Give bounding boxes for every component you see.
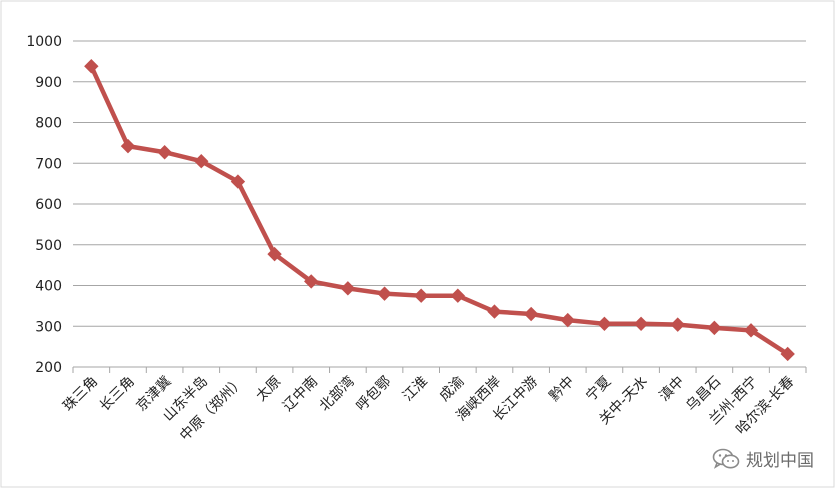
- y-tick-label: 300: [35, 319, 62, 335]
- gridlines: [73, 40, 806, 368]
- data-point: [304, 274, 319, 289]
- data-point: [780, 346, 795, 362]
- wechat-icon: [712, 448, 740, 469]
- data-point: [120, 138, 136, 154]
- data-point: [340, 281, 356, 296]
- y-tick-label: 1000: [26, 34, 62, 50]
- y-tick-label: 600: [35, 197, 62, 213]
- series: [84, 59, 795, 362]
- y-tick-label: 400: [35, 279, 62, 295]
- y-tick-label: 200: [35, 360, 62, 376]
- data-point: [84, 59, 99, 74]
- data-point: [157, 145, 172, 160]
- y-tick-label: 500: [35, 238, 62, 254]
- data-point: [267, 246, 282, 262]
- data-point: [413, 288, 429, 303]
- data-point: [194, 154, 209, 169]
- data-point: [670, 317, 685, 332]
- data-point: [597, 316, 612, 332]
- y-tick-label: 900: [35, 75, 62, 91]
- data-point: [743, 323, 759, 338]
- data-point: [707, 320, 722, 336]
- data-point: [450, 288, 466, 303]
- y-tick-label: 700: [35, 156, 62, 172]
- y-tick-label: 800: [35, 116, 62, 132]
- data-point: [560, 312, 575, 328]
- y-axis-ticks: 200 300 400 500 600 700 800 900 1000: [26, 34, 62, 376]
- data-point: [523, 306, 539, 322]
- watermark-text: 规划中国: [746, 451, 814, 471]
- data-point: [377, 286, 392, 301]
- watermark: 规划中国: [712, 446, 814, 471]
- data-point: [633, 316, 649, 332]
- data-point: [487, 304, 502, 319]
- data-point: [230, 174, 246, 189]
